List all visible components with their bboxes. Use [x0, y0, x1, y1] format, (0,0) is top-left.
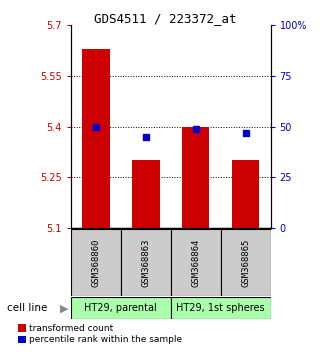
Text: GSM368865: GSM368865: [241, 239, 250, 287]
Text: GSM368860: GSM368860: [91, 239, 100, 287]
Bar: [82, 48, 110, 228]
Bar: [121, 229, 171, 296]
Bar: [71, 297, 171, 319]
Text: cell line: cell line: [7, 303, 47, 313]
Text: GDS4511 / 223372_at: GDS4511 / 223372_at: [94, 12, 236, 25]
Text: GSM368863: GSM368863: [141, 239, 150, 287]
Text: HT29, parental: HT29, parental: [84, 303, 157, 313]
Bar: [182, 126, 210, 228]
Legend: transformed count, percentile rank within the sample: transformed count, percentile rank withi…: [18, 324, 182, 344]
Bar: [171, 297, 271, 319]
Bar: [221, 229, 271, 296]
Bar: [171, 229, 221, 296]
Text: GSM368864: GSM368864: [191, 239, 200, 287]
Text: HT29, 1st spheres: HT29, 1st spheres: [176, 303, 265, 313]
Bar: [232, 160, 259, 228]
Bar: [71, 229, 121, 296]
Bar: [132, 160, 159, 228]
Text: ▶: ▶: [60, 303, 69, 313]
